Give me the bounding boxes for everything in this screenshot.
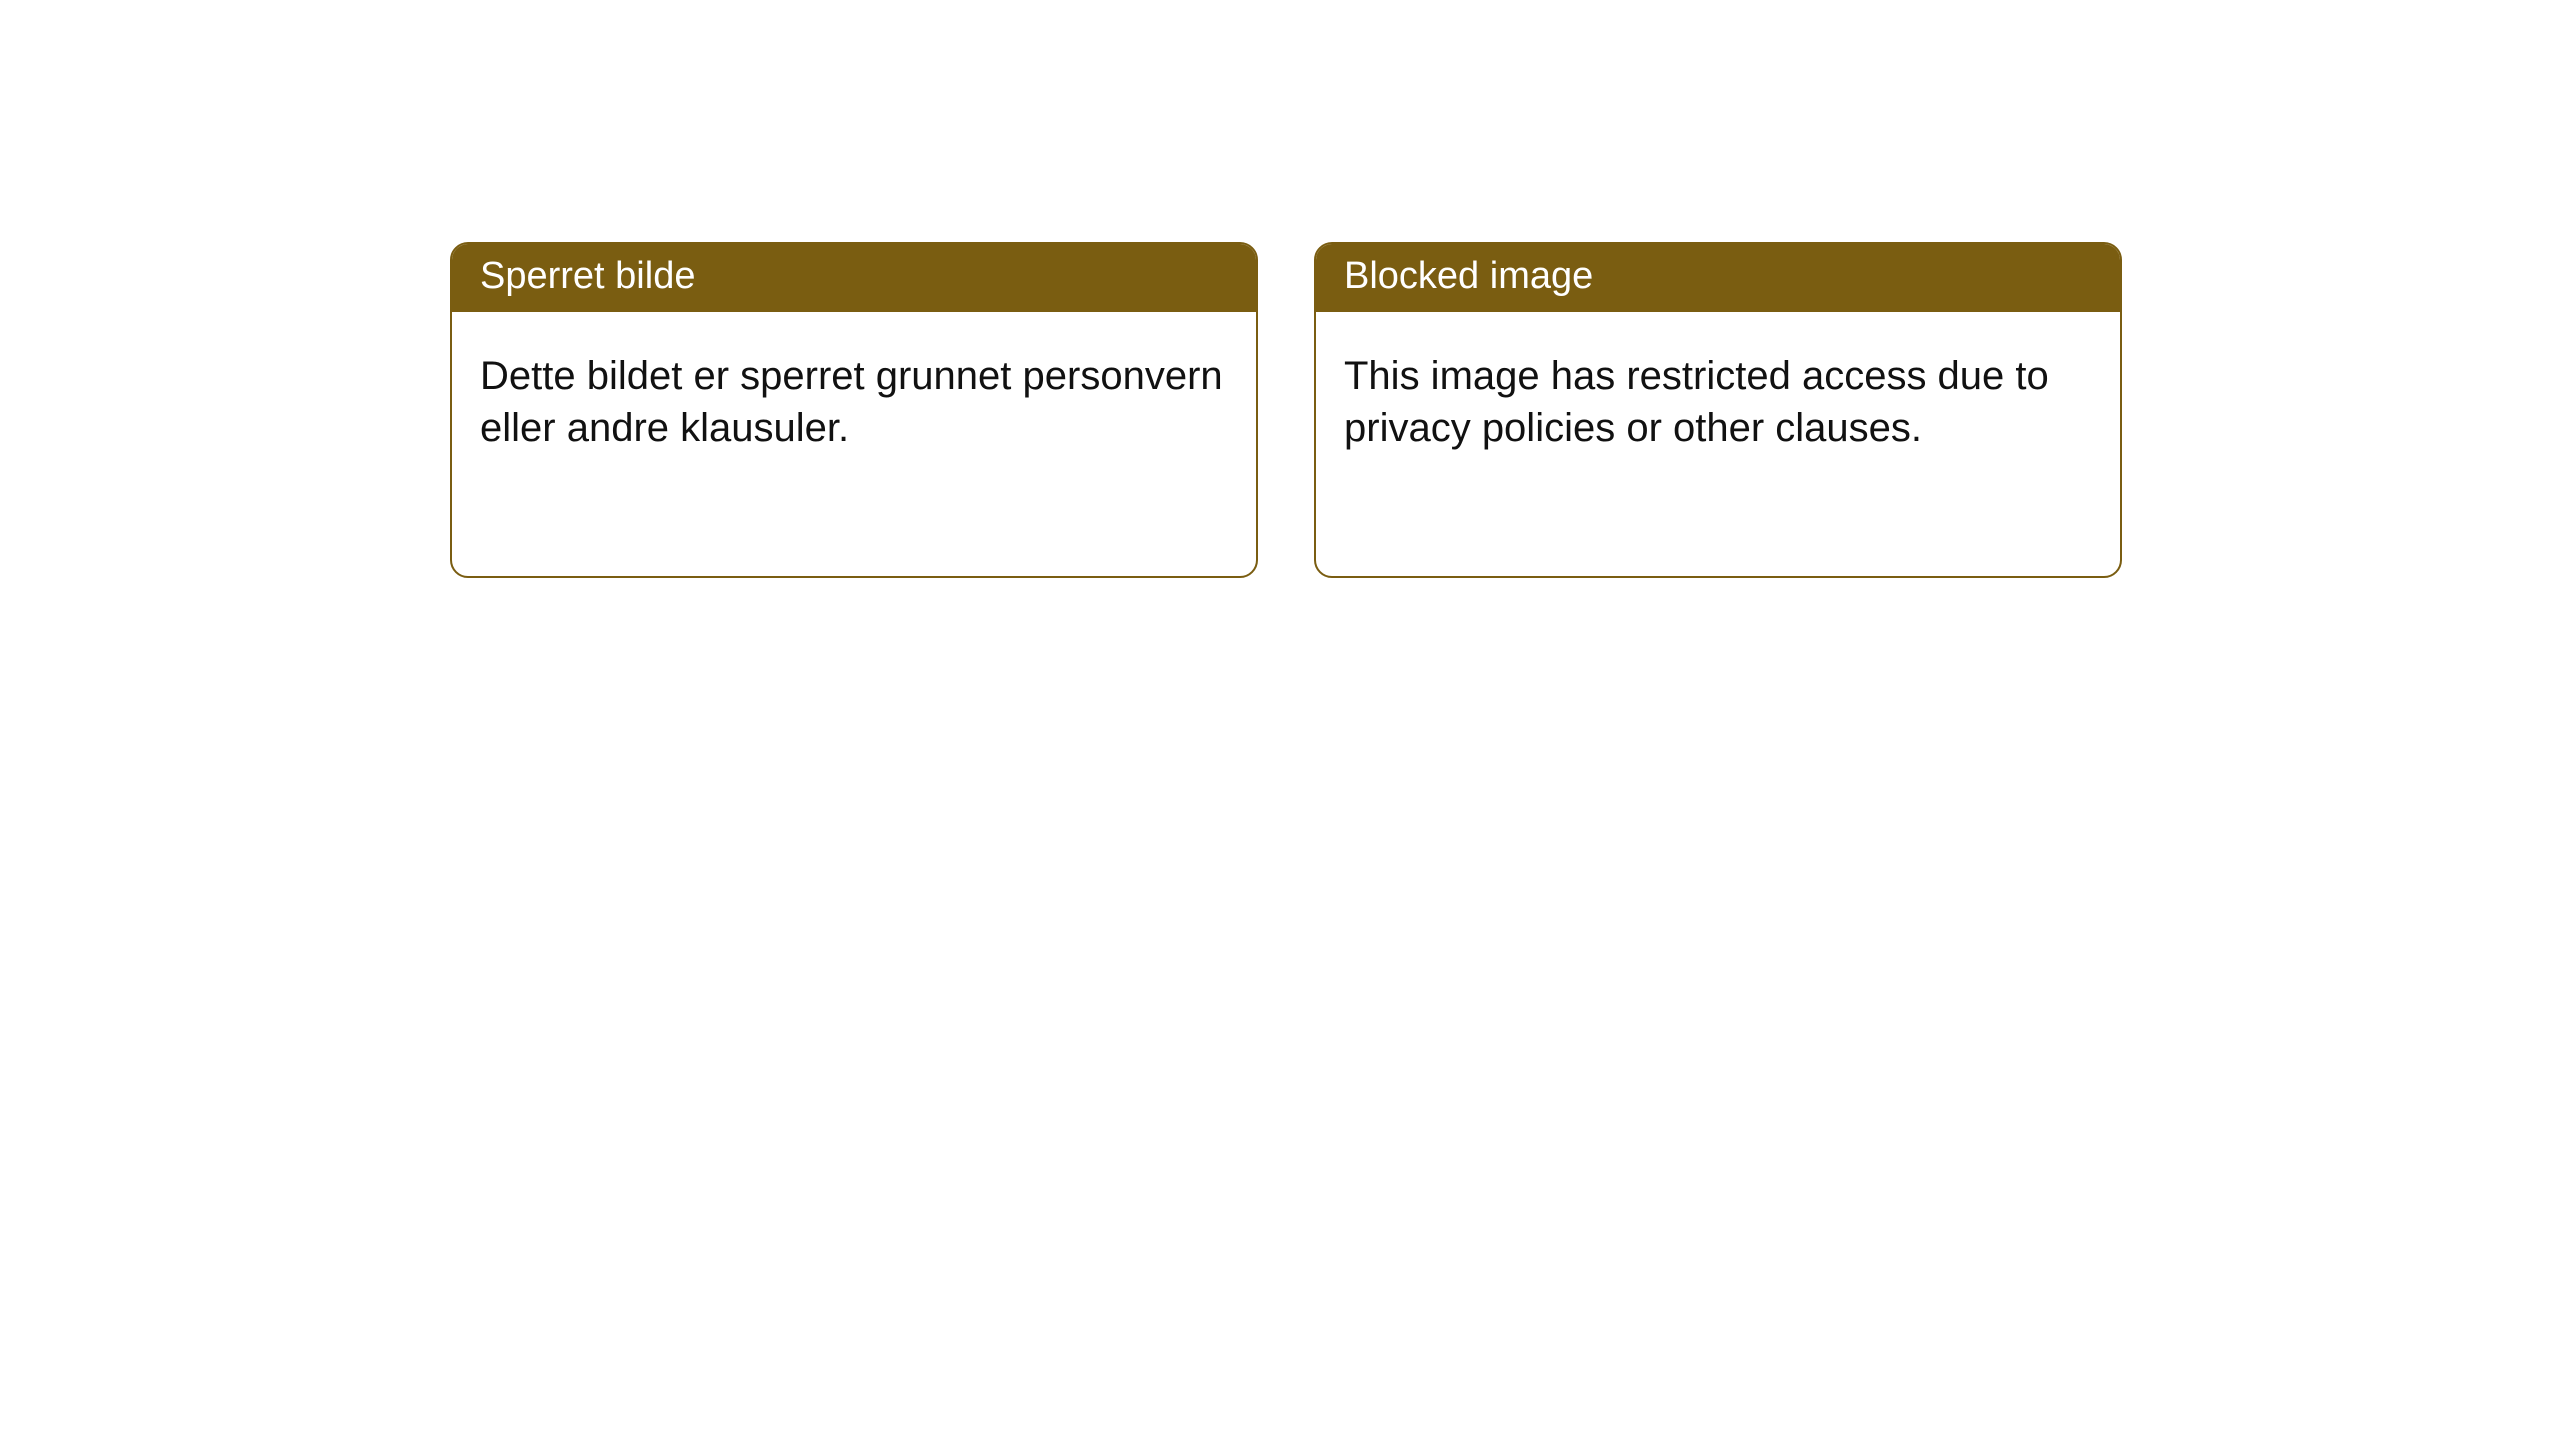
blocked-image-card-english: Blocked image This image has restricted … (1314, 242, 2122, 578)
notice-cards-row: Sperret bilde Dette bildet er sperret gr… (0, 0, 2560, 578)
card-title-english: Blocked image (1316, 244, 2120, 312)
blocked-image-card-norwegian: Sperret bilde Dette bildet er sperret gr… (450, 242, 1258, 578)
card-title-norwegian: Sperret bilde (452, 244, 1256, 312)
card-body-english: This image has restricted access due to … (1316, 312, 2120, 482)
card-body-norwegian: Dette bildet er sperret grunnet personve… (452, 312, 1256, 482)
